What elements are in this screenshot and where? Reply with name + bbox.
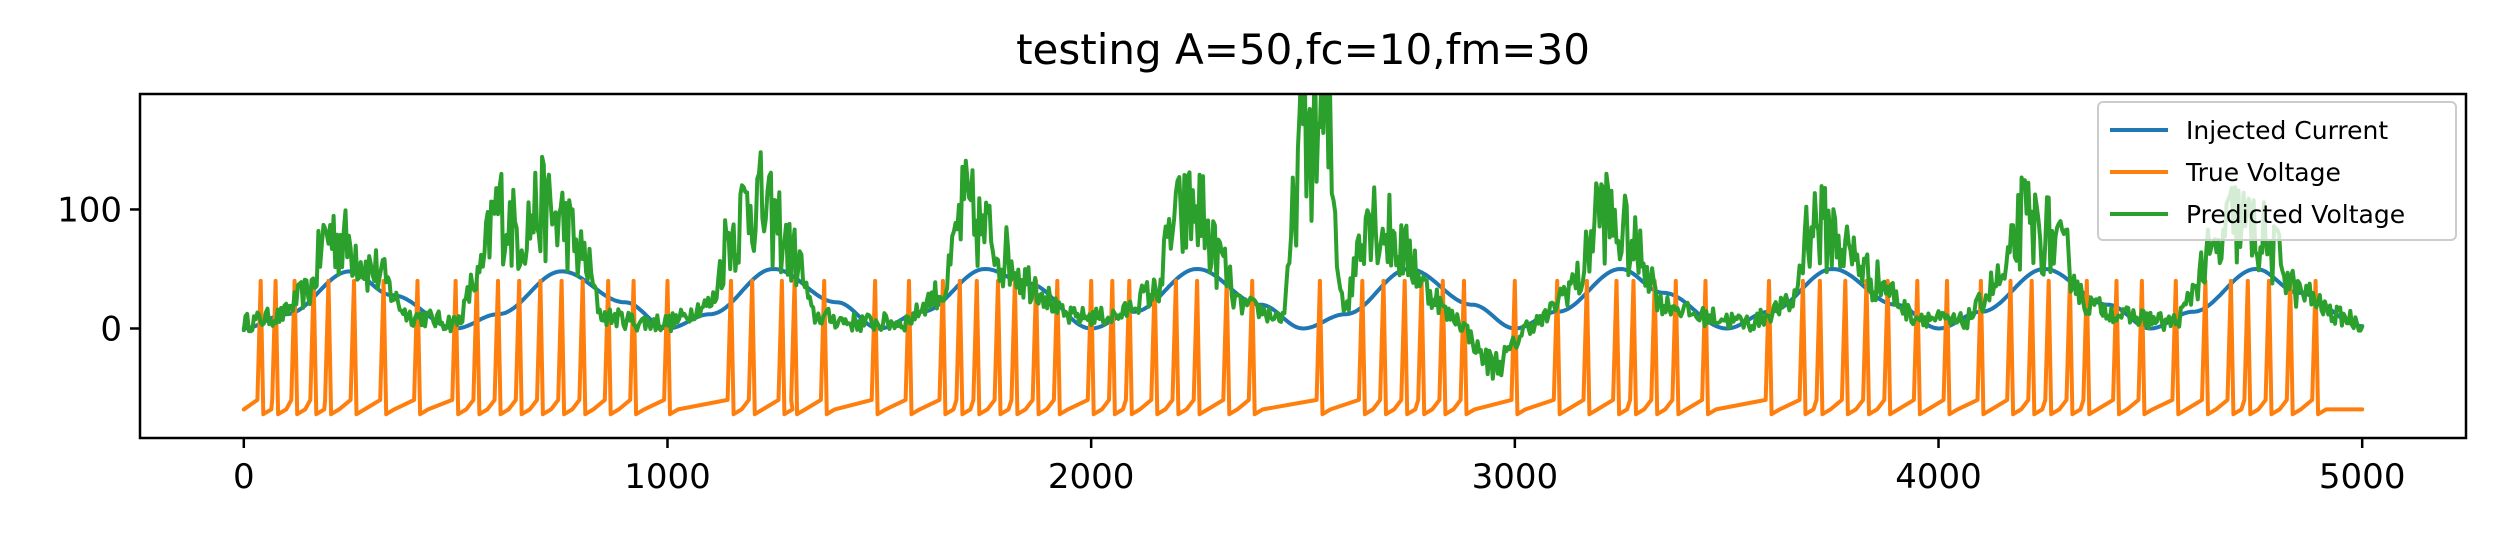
axes-frame — [138, 92, 2468, 440]
series-predicted-voltage-line — [241, 94, 2365, 381]
legend-box — [2097, 101, 2457, 241]
chart-title: testing A=50,fc=10,fm=30 — [1016, 25, 1590, 74]
series-true-voltage-line — [241, 278, 2365, 417]
x-tick-label: 0 — [233, 457, 255, 497]
legend-label: Predicted Voltage — [2186, 200, 2405, 229]
x-tick-label: 3000 — [1472, 457, 1559, 497]
x-tick-label: 2000 — [1048, 457, 1135, 497]
y-tick-label: 100 — [57, 190, 122, 230]
x-tick-label: 1000 — [624, 457, 711, 497]
legend-label: Injected Current — [2186, 116, 2388, 145]
legend: Injected Current True Voltage Predicted Vo… — [2097, 101, 2457, 241]
legend-label: True Voltage — [2185, 158, 2341, 187]
y-tick-label: 0 — [100, 309, 122, 349]
x-axis: 0 1000 2000 3000 4000 5000 — [233, 438, 2405, 497]
x-tick-label: 5000 — [2319, 457, 2406, 497]
plot-area — [241, 94, 2365, 417]
x-tick-label: 4000 — [1895, 457, 1982, 497]
y-axis: 0 100 — [57, 190, 140, 349]
